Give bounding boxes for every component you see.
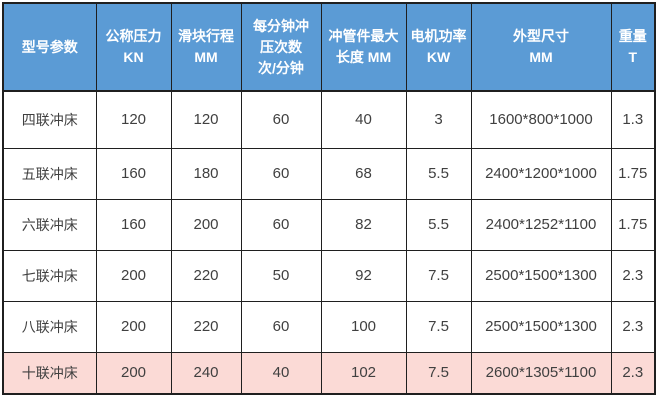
spec-value-cell: 40 <box>240 351 322 395</box>
spec-value-cell: 7.5 <box>405 351 472 395</box>
spec-value-cell: 180 <box>170 147 242 200</box>
table-row: 六联冲床 160 200 60 82 5.5 2400*1252*1100 1.75 <box>2 198 656 251</box>
spec-value-cell: 3 <box>405 90 472 149</box>
model-name-cell: 六联冲床 <box>2 198 97 251</box>
column-header-7: 重量 T <box>610 2 656 92</box>
spec-value-cell: 2600*1305*1100 <box>470 351 612 395</box>
column-header-2: 滑块行程 MM <box>170 2 242 92</box>
spec-value-cell: 60 <box>240 198 322 251</box>
spec-value-cell: 1.3 <box>610 90 656 149</box>
table-row: 七联冲床 200 220 50 92 7.5 2500*1500*1300 2.3 <box>2 249 656 302</box>
model-name-cell: 七联冲床 <box>2 249 97 302</box>
spec-value-cell: 120 <box>170 90 242 149</box>
spec-value-cell: 200 <box>95 249 172 302</box>
spec-value-cell: 1.75 <box>610 147 656 200</box>
spec-value-cell: 2.3 <box>610 249 656 302</box>
spec-value-cell: 2.3 <box>610 300 656 353</box>
spec-value-cell: 200 <box>170 198 242 251</box>
spec-value-cell: 2.3 <box>610 351 656 395</box>
spec-table-header: 型号参数 公称压力 KN 滑块行程 MM 每分钟冲 压次数 次/分钟 冲管件最大 长度 … <box>2 2 656 92</box>
column-header-5: 电机功率 KW <box>405 2 472 92</box>
spec-value-cell: 7.5 <box>405 249 472 302</box>
model-name-cell: 五联冲床 <box>2 147 97 200</box>
model-name-cell: 四联冲床 <box>2 90 97 149</box>
spec-value-cell: 5.5 <box>405 147 472 200</box>
spec-value-cell: 120 <box>95 90 172 149</box>
spec-value-cell: 92 <box>320 249 407 302</box>
spec-value-cell: 102 <box>320 351 407 395</box>
spec-table: 型号参数 公称压力 KN 滑块行程 MM 每分钟冲 压次数 次/分钟 冲管件最大 长度 … <box>2 2 656 395</box>
spec-value-cell: 160 <box>95 198 172 251</box>
model-name-cell: 十联冲床 <box>2 351 97 395</box>
spec-value-cell: 2400*1200*1000 <box>470 147 612 200</box>
table-row: 五联冲床 160 180 60 68 5.5 2400*1200*1000 1.75 <box>2 147 656 200</box>
model-name-cell: 八联冲床 <box>2 300 97 353</box>
spec-value-cell: 100 <box>320 300 407 353</box>
spec-value-cell: 200 <box>95 351 172 395</box>
spec-value-cell: 2400*1252*1100 <box>470 198 612 251</box>
spec-value-cell: 220 <box>170 300 242 353</box>
spec-value-cell: 40 <box>320 90 407 149</box>
table-row: 十联冲床 200 240 40 102 7.5 2600*1305*1100 2.3 <box>2 351 656 395</box>
column-header-6: 外型尺寸 MM <box>470 2 612 92</box>
spec-value-cell: 2500*1500*1300 <box>470 249 612 302</box>
spec-value-cell: 200 <box>95 300 172 353</box>
spec-value-cell: 1600*800*1000 <box>470 90 612 149</box>
spec-value-cell: 60 <box>240 300 322 353</box>
spec-value-cell: 220 <box>170 249 242 302</box>
column-header-1: 公称压力 KN <box>95 2 172 92</box>
spec-value-cell: 82 <box>320 198 407 251</box>
spec-value-cell: 50 <box>240 249 322 302</box>
spec-value-cell: 1.75 <box>610 198 656 251</box>
spec-value-cell: 240 <box>170 351 242 395</box>
table-row: 四联冲床 120 120 60 40 3 1600*800*1000 1.3 <box>2 90 656 149</box>
spec-value-cell: 60 <box>240 147 322 200</box>
spec-table-body: 四联冲床 120 120 60 40 3 1600*800*1000 1.3 五联冲床 160 18… <box>2 90 656 395</box>
column-header-0: 型号参数 <box>2 2 97 92</box>
spec-value-cell: 160 <box>95 147 172 200</box>
spec-value-cell: 5.5 <box>405 198 472 251</box>
spec-value-cell: 60 <box>240 90 322 149</box>
table-row: 八联冲床 200 220 60 100 7.5 2500*1500*1300 2.3 <box>2 300 656 353</box>
spec-value-cell: 7.5 <box>405 300 472 353</box>
column-header-3: 每分钟冲 压次数 次/分钟 <box>240 2 322 92</box>
spec-value-cell: 2500*1500*1300 <box>470 300 612 353</box>
header-row: 型号参数 公称压力 KN 滑块行程 MM 每分钟冲 压次数 次/分钟 冲管件最大 长度 … <box>2 2 656 92</box>
spec-value-cell: 68 <box>320 147 407 200</box>
column-header-4: 冲管件最大 长度 MM <box>320 2 407 92</box>
